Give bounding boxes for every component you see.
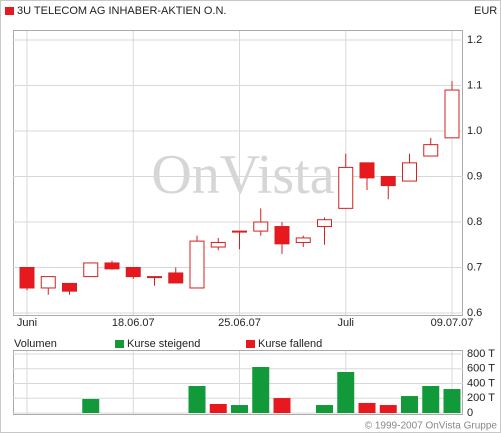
volume-bar — [401, 396, 418, 413]
volume-bar — [231, 405, 248, 413]
volume-bar — [422, 386, 440, 413]
candle-body — [232, 230, 247, 233]
y-tick-label: 0.6 — [467, 307, 482, 319]
x-tick-label: 25.06.07 — [218, 317, 261, 329]
candle-body — [125, 267, 141, 278]
volume-bar — [252, 366, 270, 413]
unit-label: EUR — [474, 5, 497, 17]
volume-bar — [358, 402, 376, 413]
y-tick-label: 0.8 — [467, 216, 482, 228]
y-tick-label: 800 T — [467, 348, 495, 360]
legend-swatch — [246, 340, 255, 348]
volume-bar — [273, 398, 291, 413]
x-tick-label: Juli — [337, 317, 354, 329]
title-icon — [5, 7, 14, 15]
x-tick-label: 09.07.07 — [431, 317, 474, 329]
volume-bar — [82, 398, 100, 413]
candle-body — [338, 166, 354, 209]
y-tick-label: 0.9 — [467, 170, 482, 182]
candle-body — [295, 237, 311, 243]
x-tick-label: 18.06.07 — [112, 317, 155, 329]
y-tick-label: 1.0 — [467, 125, 482, 137]
volume-bar — [443, 389, 461, 413]
candle-body — [168, 272, 184, 284]
candle-body — [62, 282, 77, 292]
volume-title: Volumen — [14, 338, 57, 350]
candle-body — [380, 176, 396, 187]
y-tick-label: 1.1 — [467, 79, 482, 91]
volume-bar — [316, 405, 333, 413]
candle-body — [402, 162, 417, 182]
y-tick-label: 200 T — [467, 392, 495, 404]
candle-body — [189, 240, 205, 289]
y-tick-label: 400 T — [467, 377, 495, 389]
x-tick-label: Juni — [17, 317, 37, 329]
y-tick-label: 0 — [467, 407, 473, 419]
candle-body — [317, 219, 332, 228]
y-tick-label: 0.7 — [467, 261, 482, 273]
y-tick-label: 600 T — [467, 363, 495, 375]
candle-body — [423, 144, 439, 157]
volume-bar — [337, 371, 355, 413]
candle-body — [253, 221, 269, 232]
price-plot-frame — [13, 30, 463, 316]
y-tick-label: 1.2 — [467, 34, 482, 46]
legend-label: Kurse steigend — [127, 338, 200, 350]
volume-bar — [188, 386, 206, 413]
candle-body — [359, 162, 375, 179]
candle-body — [19, 267, 35, 289]
candle-body — [83, 262, 99, 278]
legend-label: Kurse fallend — [258, 338, 322, 350]
watermark: OnVista. — [151, 144, 348, 206]
volume-bar — [379, 405, 397, 413]
candle-body — [274, 226, 290, 245]
footer: © 1999-2007 OnVista Gruppe — [365, 421, 498, 432]
candle-body — [444, 89, 460, 139]
candle-body — [147, 276, 162, 279]
legend-swatch — [115, 340, 124, 348]
candle-body — [210, 241, 226, 248]
candle-body — [40, 276, 56, 289]
volume-plot-frame — [13, 350, 463, 415]
chart-title: 3U TELECOM AG INHABER-AKTIEN O.N. — [17, 5, 226, 17]
candle-body — [104, 262, 120, 270]
volume-bar — [209, 404, 227, 413]
